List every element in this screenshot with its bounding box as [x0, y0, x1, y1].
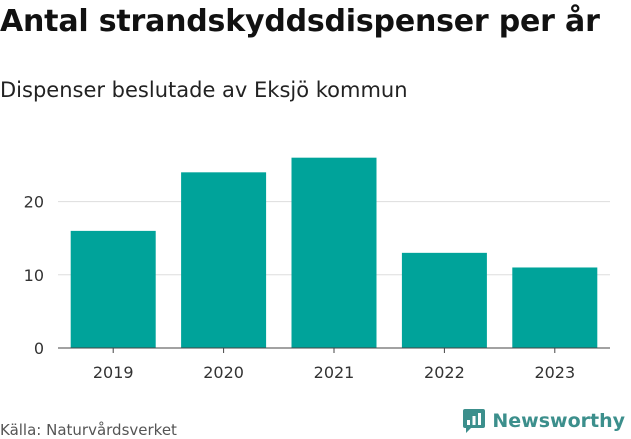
y-tick-label: 10 — [24, 266, 44, 285]
bar-2020 — [181, 172, 267, 348]
brand-name: Newsworthy — [492, 410, 625, 432]
x-tick-label: 2019 — [93, 363, 134, 382]
bar-2021 — [291, 157, 377, 348]
x-tick-label: 2021 — [314, 363, 355, 382]
x-tick-label: 2020 — [203, 363, 244, 382]
bar-2019 — [70, 230, 156, 348]
y-tick-label: 0 — [34, 339, 44, 358]
chart-title: Antal strandskyddsdispenser per år — [0, 4, 600, 39]
bar-2022 — [401, 252, 487, 348]
newsworthy-logo-icon — [463, 409, 486, 433]
x-tick-label: 2022 — [424, 363, 465, 382]
bar-2023 — [512, 267, 598, 348]
brand-logo: Newsworthy — [462, 408, 625, 434]
x-tick-label: 2023 — [534, 363, 575, 382]
source-note: Källa: Naturvårdsverket — [0, 421, 177, 439]
y-tick-label: 20 — [24, 193, 44, 212]
chart-subtitle: Dispenser beslutade av Eksjö kommun — [0, 78, 408, 102]
